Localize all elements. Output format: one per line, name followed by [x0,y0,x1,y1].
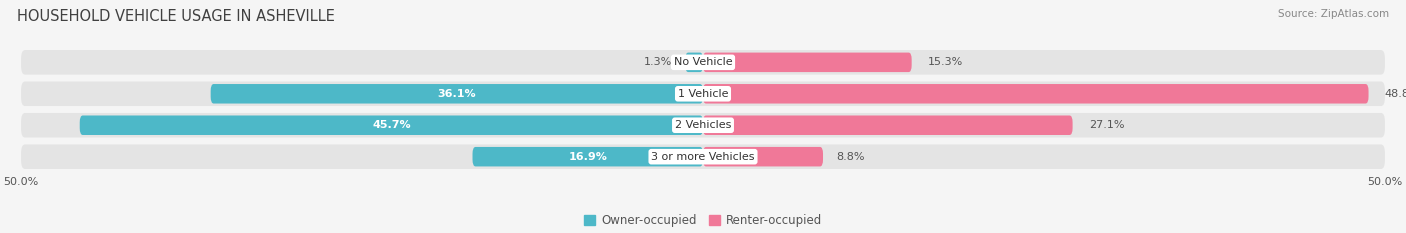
FancyBboxPatch shape [21,82,1385,106]
Text: 2 Vehicles: 2 Vehicles [675,120,731,130]
Text: 48.8%: 48.8% [1385,89,1406,99]
Text: 45.7%: 45.7% [373,120,411,130]
FancyBboxPatch shape [685,53,703,72]
FancyBboxPatch shape [703,116,1073,135]
Text: 27.1%: 27.1% [1090,120,1125,130]
FancyBboxPatch shape [703,84,1368,103]
FancyBboxPatch shape [703,53,911,72]
FancyBboxPatch shape [703,147,823,166]
Text: 36.1%: 36.1% [437,89,477,99]
Text: 1 Vehicle: 1 Vehicle [678,89,728,99]
Text: 3 or more Vehicles: 3 or more Vehicles [651,152,755,162]
FancyBboxPatch shape [21,113,1385,137]
Text: Source: ZipAtlas.com: Source: ZipAtlas.com [1278,9,1389,19]
Text: No Vehicle: No Vehicle [673,57,733,67]
Text: 8.8%: 8.8% [837,152,865,162]
FancyBboxPatch shape [80,116,703,135]
FancyBboxPatch shape [21,144,1385,169]
FancyBboxPatch shape [21,50,1385,75]
Legend: Owner-occupied, Renter-occupied: Owner-occupied, Renter-occupied [579,209,827,232]
Text: 16.9%: 16.9% [568,152,607,162]
FancyBboxPatch shape [211,84,703,103]
FancyBboxPatch shape [472,147,703,166]
Text: 1.3%: 1.3% [644,57,672,67]
Text: 15.3%: 15.3% [928,57,963,67]
Text: HOUSEHOLD VEHICLE USAGE IN ASHEVILLE: HOUSEHOLD VEHICLE USAGE IN ASHEVILLE [17,9,335,24]
